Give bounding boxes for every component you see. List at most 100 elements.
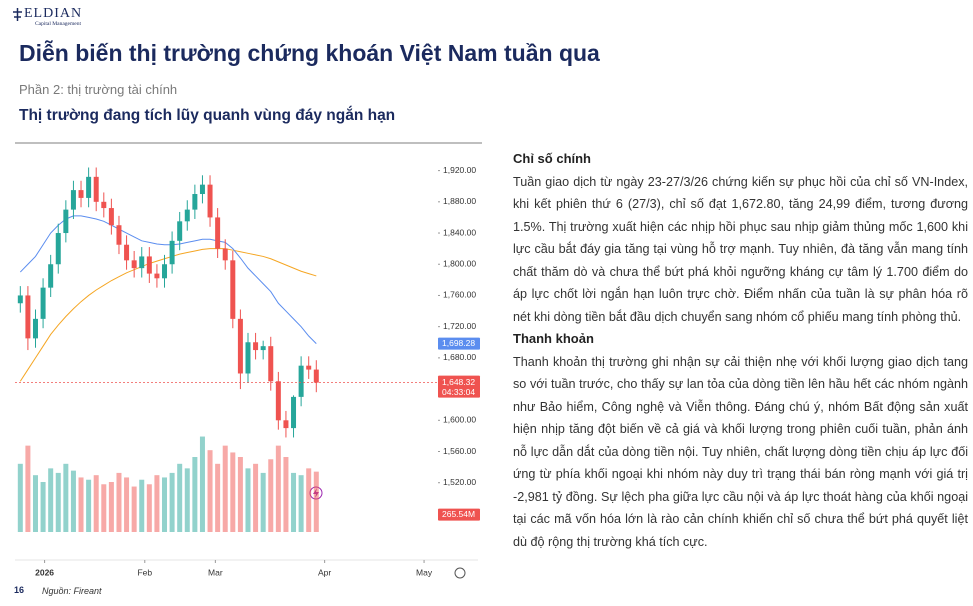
x-tick-label: Mar xyxy=(208,567,223,577)
paragraph: Thanh khoản thị trường ghi nhận sự cải t… xyxy=(513,354,968,549)
y-tick-label: 1,760.00 xyxy=(443,290,476,300)
candle-body xyxy=(313,369,319,383)
candle-body xyxy=(306,365,312,370)
volume-bar xyxy=(306,468,312,532)
candle-body xyxy=(230,260,236,319)
candle-body xyxy=(283,420,289,429)
logo-subtitle: Capital Management xyxy=(35,21,81,27)
volume-bar xyxy=(25,445,31,532)
price-tag xyxy=(438,375,480,398)
candle-body xyxy=(291,396,297,429)
body-text: Chỉ số chính Tuần giao dịch từ ngày 23-2… xyxy=(513,148,968,553)
page-number: 16 xyxy=(14,585,25,595)
candle-body xyxy=(40,287,46,319)
volume-bar xyxy=(222,445,228,532)
volume-bar xyxy=(215,463,221,532)
volume-bar xyxy=(63,463,69,532)
volume-bar xyxy=(108,482,114,532)
candle-body xyxy=(17,295,23,304)
volume-bar xyxy=(70,470,76,532)
candle-body xyxy=(169,240,175,265)
settings-icon[interactable] xyxy=(454,567,466,579)
candle-body xyxy=(32,318,38,339)
x-tick-label: May xyxy=(416,567,433,577)
candle-body xyxy=(55,233,61,265)
price-label: 1,648.32 xyxy=(442,377,475,387)
volume-bar xyxy=(86,479,92,532)
candle-body xyxy=(86,176,92,198)
volume-bar xyxy=(131,486,137,532)
y-tick-label: 1,680.00 xyxy=(443,352,476,362)
volume-bar xyxy=(237,457,243,532)
moving-average xyxy=(19,248,317,382)
candle-body xyxy=(298,365,304,397)
candle-body xyxy=(146,256,152,274)
source: Nguồn: Fireant xyxy=(42,586,102,596)
volume-bar xyxy=(177,463,183,532)
logo-mark xyxy=(13,8,22,21)
countdown: 04:33:04 xyxy=(442,387,475,397)
volume-bar xyxy=(32,475,38,532)
volume-bar xyxy=(78,477,84,532)
volume-bar xyxy=(40,482,46,532)
candle-body xyxy=(215,217,221,249)
y-tick-label: 1,920.00 xyxy=(443,165,476,175)
candle-body xyxy=(253,342,259,351)
ma-label: 1,698.28 xyxy=(442,338,475,348)
volume-bar xyxy=(268,459,274,532)
volume-bar xyxy=(146,484,152,532)
candle-body xyxy=(101,201,107,209)
volume-bar xyxy=(260,472,266,532)
y-tick-label: 1,840.00 xyxy=(443,227,476,237)
candle-body xyxy=(108,208,114,226)
volume-label: 265.54M xyxy=(442,509,475,519)
volume-bar xyxy=(291,472,297,532)
volume-bar xyxy=(93,475,99,532)
volume-bar xyxy=(199,436,205,532)
candle-body xyxy=(63,209,69,234)
candle-body xyxy=(116,225,122,245)
volume-bar xyxy=(298,475,304,532)
volume-bar xyxy=(192,457,198,532)
volume-bar xyxy=(154,475,160,532)
volume-tag xyxy=(438,508,480,521)
candle-body xyxy=(177,221,183,241)
candle-body xyxy=(245,342,251,374)
subtitle: Phần 2: thị trường tài chính xyxy=(19,82,178,97)
y-tick-label: 1,720.00 xyxy=(443,321,476,331)
volume-bar xyxy=(275,445,281,532)
section-title: Thị trường đang tích lũy quanh vùng đáy … xyxy=(19,107,396,124)
volume-bar xyxy=(169,472,175,532)
volume-bar xyxy=(283,457,289,532)
candle-body xyxy=(25,295,31,339)
candle-body xyxy=(78,190,84,198)
candle-body xyxy=(237,318,243,374)
candle-body xyxy=(222,248,228,261)
y-tick-label: 1,520.00 xyxy=(443,477,476,487)
candle-body xyxy=(70,190,76,210)
x-tick-label: Feb xyxy=(137,567,152,577)
volume-bar xyxy=(101,484,107,532)
candle-body xyxy=(260,346,266,351)
chart: 1,920.00 1,880.00 1,840.00 1,800.00 1,760.00… xyxy=(15,142,482,579)
candle-body xyxy=(48,264,54,288)
volume-bar xyxy=(17,463,23,532)
candle-body xyxy=(154,273,160,279)
volume-bar xyxy=(116,472,122,532)
volume-bar xyxy=(253,463,259,532)
candle-body xyxy=(275,381,281,421)
volume-bar xyxy=(207,450,213,532)
candle-body xyxy=(139,256,145,269)
volume-bar xyxy=(55,472,61,532)
x-tick-label: 2026 xyxy=(35,567,54,577)
candle-body xyxy=(207,184,213,218)
y-tick-label: 1,600.00 xyxy=(443,415,476,425)
candle-body xyxy=(184,209,190,222)
candle-body xyxy=(268,346,274,382)
candle-body xyxy=(192,194,198,210)
title: Diễn biến thị trường chứng khoán Việt Na… xyxy=(19,40,600,66)
paragraph: Tuần giao dịch từ ngày 23-27/3/26 chứng … xyxy=(513,174,968,324)
volume-bar xyxy=(48,468,54,532)
y-tick-label: 1,880.00 xyxy=(443,196,476,206)
